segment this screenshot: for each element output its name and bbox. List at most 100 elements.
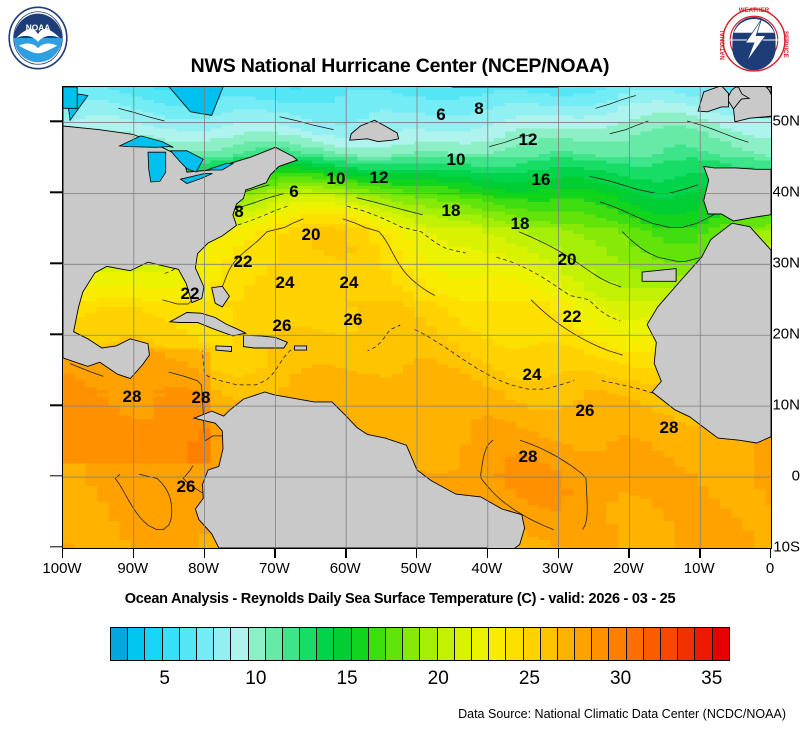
contour-label: 8	[234, 202, 243, 221]
contour-label: 6	[436, 105, 445, 124]
land-jamaica	[215, 345, 232, 352]
colorbar-swatch	[557, 628, 576, 660]
lakes	[63, 87, 235, 184]
y-tick-label: 20N	[772, 325, 800, 343]
colorbar-swatch	[368, 628, 386, 660]
contour-label: 16	[532, 170, 551, 189]
svg-text:NATIONAL: NATIONAL	[719, 28, 726, 59]
contour-label: 10	[447, 150, 466, 169]
plot-caption: Ocean Analysis - Reynolds Daily Sea Surf…	[124, 591, 676, 607]
land-pr	[294, 345, 308, 351]
x-tick-label: 70W	[258, 560, 290, 577]
colorbar-swatch	[609, 628, 627, 660]
x-tick-label: 20W	[612, 560, 644, 577]
colorbar-swatch	[248, 628, 266, 660]
land-masses	[63, 87, 771, 548]
y-tick-label: 30N	[772, 254, 800, 272]
colorbar-swatch	[282, 628, 301, 660]
x-tick-mark	[699, 549, 701, 558]
land-bahamas	[211, 285, 230, 308]
colorbar[interactable]	[110, 627, 730, 661]
x-tick-mark	[486, 549, 489, 558]
svg-text:WEATHER: WEATHER	[739, 7, 770, 14]
y-tick-mark	[50, 191, 62, 194]
colorbar-tick-label: 25	[518, 668, 540, 689]
colorbar-tick-label: 35	[701, 668, 723, 689]
contour-label: 12	[519, 130, 538, 149]
contour-label: 22	[234, 252, 253, 271]
lake-greatbear	[63, 87, 78, 109]
y-tick-mark	[50, 475, 62, 477]
y-tick-mark	[50, 262, 62, 264]
colorbar-swatch	[437, 628, 455, 660]
y-tick-label: 40N	[772, 183, 800, 201]
x-tick-label: 60W	[329, 560, 361, 577]
colorbar-swatch	[523, 628, 541, 660]
colorbar-swatch	[712, 628, 729, 660]
colorbar-tick-label: 5	[159, 668, 170, 689]
lake-ontario	[206, 163, 235, 171]
land-cuba	[168, 312, 248, 337]
colorbar-tick-label: 30	[610, 668, 632, 689]
land-africa	[646, 222, 771, 444]
contour-label: 28	[660, 418, 679, 437]
x-tick-label: 10W	[683, 560, 715, 577]
colorbar-swatch	[471, 628, 490, 660]
contour-label: 20	[302, 225, 321, 244]
colorbar-swatch	[489, 628, 507, 660]
graticule	[63, 87, 771, 548]
colorbar-swatch	[196, 628, 215, 660]
contour-label: 26	[576, 401, 595, 420]
x-tick-mark	[628, 549, 630, 558]
contour-label: 24	[523, 365, 542, 384]
y-tick-label: 10N	[772, 396, 800, 414]
nws-seal-icon: WEATHER NATIONAL SERVICE	[719, 7, 789, 72]
colorbar-swatch	[678, 628, 696, 660]
land-namerica	[63, 87, 299, 380]
x-tick-label: 50W	[400, 560, 432, 577]
contour-label: 22	[563, 307, 582, 326]
contour-label: 28	[192, 388, 211, 407]
contour-label: 20	[558, 250, 577, 269]
land-hispan	[243, 334, 289, 349]
svg-text:SERVICE: SERVICE	[782, 31, 789, 58]
lake-michigan	[147, 151, 167, 183]
contour-label: 28	[519, 447, 538, 466]
x-tick-label: 40W	[471, 560, 503, 577]
colorbar-tick-label: 20	[427, 668, 449, 689]
x-tick-label: 30W	[542, 560, 574, 577]
colorbar-swatch	[300, 628, 318, 660]
colorbar-swatch	[179, 628, 197, 660]
contour-label: 26	[177, 477, 196, 496]
colorbar-swatch	[265, 628, 283, 660]
contour-label: 6	[289, 182, 298, 201]
contour-labels: 6 8 12 10 16 6 10 12 8 18 18 20 20 22 24 24 22 22 26 26 24 28…	[123, 99, 679, 496]
y-tick-label: 10S	[773, 538, 800, 556]
colorbar-swatch	[454, 628, 472, 660]
contour-label: 22	[181, 284, 200, 303]
x-tick-mark	[132, 549, 135, 558]
land-ireland	[697, 87, 729, 113]
contour-label: 26	[273, 316, 292, 335]
colorbar-swatch	[231, 628, 249, 660]
y-tick-label: 0	[791, 467, 800, 485]
y-tick-label: 50N	[772, 112, 800, 130]
land-newfound	[349, 119, 400, 143]
colorbar-swatch	[128, 628, 146, 660]
colorbar-swatch	[506, 628, 524, 660]
x-tick-mark	[345, 549, 347, 558]
colorbar-swatch	[695, 628, 713, 660]
contour-label: 18	[442, 201, 461, 220]
contour-label: 26	[344, 310, 363, 329]
colorbar-swatch	[575, 628, 593, 660]
x-tick-mark	[203, 549, 205, 558]
contour-label: 8	[474, 99, 483, 118]
contour-label: 24	[276, 273, 295, 292]
sst-map-plot[interactable]: 6 8 12 10 16 6 10 12 8 18 18 20 20 22 24 24 22 22 26 26 24 28…	[62, 86, 772, 549]
x-tick-mark	[416, 549, 418, 558]
ocean-temperature-field	[63, 87, 771, 548]
y-tick-mark	[50, 546, 62, 548]
y-tick-mark	[50, 333, 62, 335]
colorbar-swatch	[145, 628, 163, 660]
contour-label: 18	[511, 214, 530, 233]
